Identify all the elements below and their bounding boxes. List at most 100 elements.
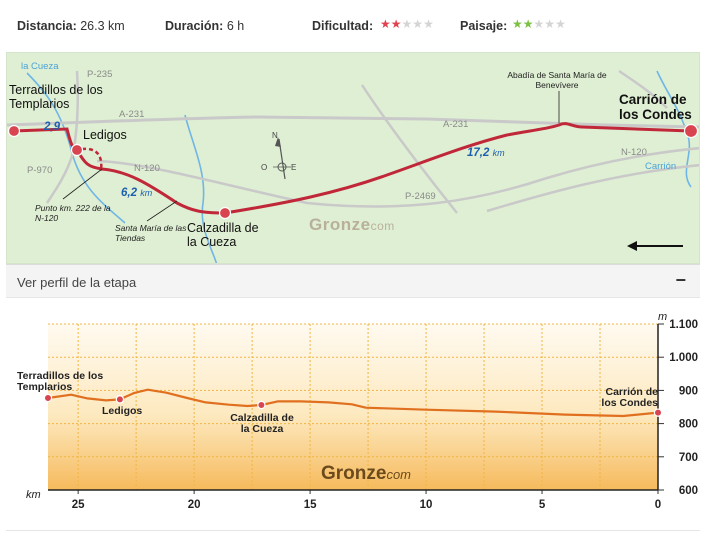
compass-icon xyxy=(273,137,291,180)
distance-segment-1-value: 2,9 xyxy=(44,121,60,133)
profile-title[interactable]: Ver perfil de la etapa xyxy=(17,275,137,290)
profile-label-ledigos: Ledigos xyxy=(102,405,143,417)
road-label-n120-east: N-120 xyxy=(621,147,647,158)
river-stream xyxy=(184,114,218,263)
road-label-p970: P-970 xyxy=(27,165,53,176)
route-line xyxy=(12,122,692,215)
map-brand-suffix: com xyxy=(370,219,395,233)
end-waypoint[interactable] xyxy=(683,123,699,139)
n120-road xyxy=(96,146,699,208)
start-waypoint[interactable] xyxy=(7,124,21,138)
x-tick-label: 25 xyxy=(72,499,85,511)
elevation-waypoint-marker[interactable] xyxy=(115,395,125,404)
distance-label: Distancia: xyxy=(17,19,77,33)
star-empty-icon: ★ xyxy=(401,17,413,31)
y-axis-ticks: 1.100 1.000 900 800 700 600 xyxy=(657,319,698,497)
x-tick-label: 15 xyxy=(304,499,317,511)
road-label-p2469: P-2469 xyxy=(405,191,436,202)
y-tick-label: 600 xyxy=(679,485,698,497)
x-axis-ticks: 25 20 15 10 5 0 xyxy=(48,489,661,511)
x-axis-unit: km xyxy=(26,489,41,501)
cueza-river-label: la Cueza xyxy=(21,61,59,72)
star-filled-icon: ★ xyxy=(390,17,402,31)
x-tick-label: 5 xyxy=(539,499,546,511)
ledigos-waypoint[interactable] xyxy=(70,143,84,157)
profile-label-carrion: Carrión de los Condes xyxy=(601,386,658,409)
x-tick-label: 10 xyxy=(420,499,433,511)
y-tick-label: 800 xyxy=(679,419,698,431)
difficulty-rating-stars: ★★★★★ xyxy=(380,17,434,31)
compass-e-label: E xyxy=(291,163,297,172)
distance-value: 26.3 km xyxy=(80,19,125,33)
duration-stat: Duración: 6 h xyxy=(165,19,244,33)
town-label-terradillos[interactable]: Terradillos de los Templarios xyxy=(9,83,103,111)
star-filled-icon: ★ xyxy=(380,17,391,31)
elevation-waypoint-marker[interactable] xyxy=(257,400,266,410)
stage-stats-bar: Distancia: 26.3 km Duración: 6 h Dificul… xyxy=(0,0,706,52)
map-brand-name: Gronze xyxy=(309,215,371,234)
town-label-calzadilla[interactable]: Calzadilla de la Cueza xyxy=(187,221,259,249)
elevation-waypoint-marker[interactable] xyxy=(653,408,663,417)
road-label-n120-west: N-120 xyxy=(134,163,160,174)
km-point-note: Punto km. 222 de la N-120 xyxy=(35,203,111,223)
km-point-callout-line xyxy=(62,168,103,200)
elevation-line xyxy=(47,388,659,418)
santa-maria-callout-line xyxy=(146,200,178,222)
carrion-river-label: Carrión xyxy=(645,161,677,172)
town-label-ledigos[interactable]: Ledigos xyxy=(83,128,127,142)
map-brand-logo: Gronzecom xyxy=(309,215,395,235)
landscape-stat: Paisaje: xyxy=(460,19,507,33)
elevation-waypoints xyxy=(43,393,663,417)
distance-stat: Distancia: 26.3 km xyxy=(17,19,125,33)
distance-segment-3: 17,2 km xyxy=(467,147,505,159)
santa-maria-note: Santa María de las Tiendas xyxy=(115,223,187,243)
distance-segment-2-value: 6,2 xyxy=(121,187,137,199)
abbey-note: Abadía de Santa María de Benevívere xyxy=(507,70,607,90)
map-graphics xyxy=(7,69,699,263)
landscape-label: Paisaje: xyxy=(460,19,508,33)
compass-n-label: N xyxy=(272,131,278,140)
distance-segment-3-unit: km xyxy=(492,148,505,158)
star-filled-icon: ★ xyxy=(522,17,534,31)
chart-brand-name: Gronze xyxy=(321,463,387,484)
duration-label: Duración: xyxy=(165,19,224,33)
elevation-series xyxy=(47,388,659,418)
y-axis-unit: m xyxy=(658,311,668,323)
profile-toggle-bar[interactable]: Ver perfil de la etapa − xyxy=(6,264,700,298)
star-empty-icon: ★ xyxy=(544,17,556,31)
star-empty-icon: ★ xyxy=(533,17,545,31)
route-variant-dashed xyxy=(81,147,103,172)
star-empty-icon: ★ xyxy=(412,17,424,31)
direction-arrow-icon xyxy=(627,241,683,251)
chart-brand-logo: Gronzecom xyxy=(321,463,411,485)
compass-o-label: O xyxy=(261,163,268,172)
stage-map[interactable]: la Cueza Carrión P-235 A-231 A-231 P-970… xyxy=(6,52,700,264)
star-filled-icon: ★ xyxy=(512,17,523,31)
y-tick-label: 1.000 xyxy=(669,352,698,364)
town-label-carrion[interactable]: Carrión de los Condes xyxy=(619,92,692,122)
x-tick-label: 0 xyxy=(655,499,661,511)
road-label-a231-east: A-231 xyxy=(443,119,469,130)
distance-segment-2-unit: km xyxy=(140,188,153,198)
elevation-waypoint-marker[interactable] xyxy=(43,393,53,403)
chart-plot-area xyxy=(48,324,658,490)
collapse-button[interactable]: − xyxy=(675,270,686,290)
calzadilla-waypoint[interactable] xyxy=(218,206,232,220)
distance-segment-1: 2,9 xyxy=(44,121,60,133)
y-tick-label: 900 xyxy=(679,385,698,397)
elevation-profile: 25 20 15 10 5 0 1.100 1.000 900 800 700 600 m km T… xyxy=(6,298,700,531)
minor-road xyxy=(618,69,668,109)
difficulty-stat: Dificultad: xyxy=(312,19,373,33)
road-label-p235: P-235 xyxy=(87,69,113,80)
profile-label-terradillos: Terradillos de los Templarios xyxy=(17,370,104,393)
star-empty-icon: ★ xyxy=(555,17,566,31)
landscape-rating-stars: ★★★★★ xyxy=(512,17,566,31)
chart-brand-suffix: com xyxy=(386,467,412,482)
p2469-road xyxy=(360,84,458,214)
duration-value: 6 h xyxy=(226,19,245,33)
x-tick-label: 20 xyxy=(188,499,201,511)
a231-road xyxy=(7,115,699,129)
distance-segment-3-value: 17,2 xyxy=(467,147,490,159)
road-label-a231-west: A-231 xyxy=(119,109,145,120)
distance-segment-2: 6,2 km xyxy=(121,187,152,199)
